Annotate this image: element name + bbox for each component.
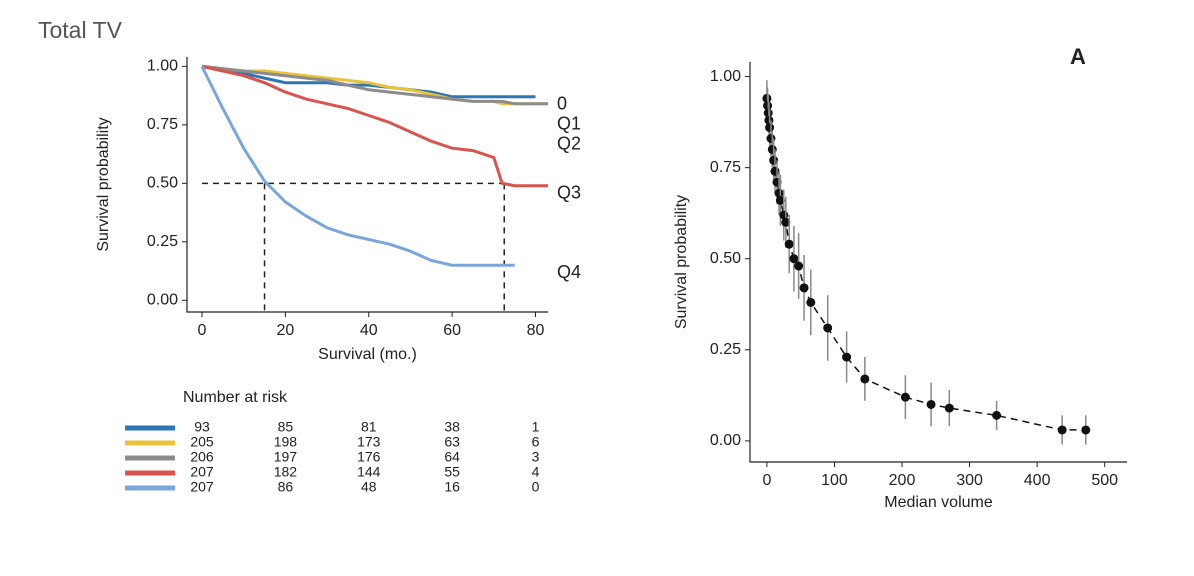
risk-count: 38 [444, 419, 460, 435]
point [784, 239, 794, 249]
risk-count: 6 [532, 434, 540, 450]
point [1081, 425, 1091, 435]
x-tick-label: 400 [1024, 472, 1051, 489]
risk-count: 173 [357, 434, 381, 450]
x-tick-label: 0 [762, 472, 771, 489]
risk-count: 1 [532, 419, 540, 435]
point [799, 283, 809, 293]
axis-line [749, 62, 1127, 463]
point [1057, 425, 1067, 435]
risk-count: 16 [444, 479, 460, 495]
point [774, 188, 784, 198]
survival-curve [201, 64, 548, 106]
point [944, 403, 954, 413]
point [789, 254, 799, 264]
risk-count: 3 [532, 449, 540, 465]
risk-count: 81 [361, 419, 377, 435]
point [770, 166, 780, 176]
y-axis-label: Survival probability [673, 195, 690, 329]
risk-count: 197 [274, 449, 298, 465]
risk-table-title: Number at risk [183, 389, 288, 406]
y-tick-label: 1.00 [710, 68, 741, 85]
risk-count: 48 [361, 479, 377, 495]
x-tick-label: 0 [198, 322, 207, 339]
point [781, 217, 791, 227]
y-tick-label: 0.00 [147, 292, 178, 309]
y-tick-label: 0.00 [710, 432, 741, 449]
point [842, 352, 852, 362]
risk-count: 207 [190, 479, 214, 495]
page-title: Total TV [38, 17, 123, 43]
point [860, 374, 870, 384]
x-tick-label: 500 [1091, 472, 1118, 489]
point [900, 392, 910, 402]
point [806, 297, 816, 307]
series-label: Q3 [557, 182, 581, 202]
series-label: Q1 [557, 114, 581, 134]
point [823, 323, 833, 333]
x-tick-label: 100 [821, 472, 848, 489]
x-tick-label: 80 [527, 322, 545, 339]
risk-count: 206 [190, 449, 214, 465]
x-tick-label: 40 [360, 322, 378, 339]
risk-count: 85 [278, 419, 294, 435]
risk-count: 55 [444, 464, 460, 480]
y-tick-label: 0.50 [710, 250, 741, 267]
point [765, 123, 775, 133]
x-tick-label: 200 [889, 472, 916, 489]
series-label: 0 [557, 94, 567, 114]
risk-count: 4 [532, 464, 540, 480]
x-tick-label: 300 [956, 472, 983, 489]
y-tick-label: 0.75 [147, 116, 178, 133]
point [926, 399, 936, 409]
series-label: Q2 [557, 134, 581, 154]
panel-label: A [1070, 44, 1086, 69]
risk-count: 207 [190, 464, 214, 480]
survival-curve [201, 64, 548, 106]
y-tick-label: 0.50 [147, 175, 178, 192]
risk-count: 198 [274, 434, 298, 450]
survival-curve [200, 65, 515, 267]
trend-line [766, 98, 1086, 431]
risk-count: 93 [194, 419, 210, 435]
risk-count: 86 [278, 479, 294, 495]
x-tick-label: 60 [443, 322, 461, 339]
survival-curve [201, 64, 548, 188]
point [775, 195, 785, 205]
series-label: Q4 [557, 262, 581, 282]
risk-count: 176 [357, 449, 381, 465]
y-tick-label: 1.00 [147, 58, 178, 75]
x-tick-label: 20 [276, 322, 294, 339]
point [794, 261, 804, 271]
risk-count: 0 [532, 479, 540, 495]
risk-count: 64 [444, 449, 460, 465]
y-tick-label: 0.25 [147, 233, 178, 250]
y-tick-label: 0.75 [710, 159, 741, 176]
point [769, 155, 779, 165]
y-axis-label: Survival probability [95, 117, 112, 251]
axis-line [186, 57, 548, 313]
risk-count: 63 [444, 434, 460, 450]
risk-count: 144 [357, 464, 381, 480]
risk-count: 182 [274, 464, 298, 480]
risk-count: 205 [190, 434, 214, 450]
x-axis-label: Survival (mo.) [318, 346, 417, 363]
point [992, 410, 1002, 420]
y-tick-label: 0.25 [710, 341, 741, 358]
x-axis-label: Median volume [884, 494, 993, 511]
